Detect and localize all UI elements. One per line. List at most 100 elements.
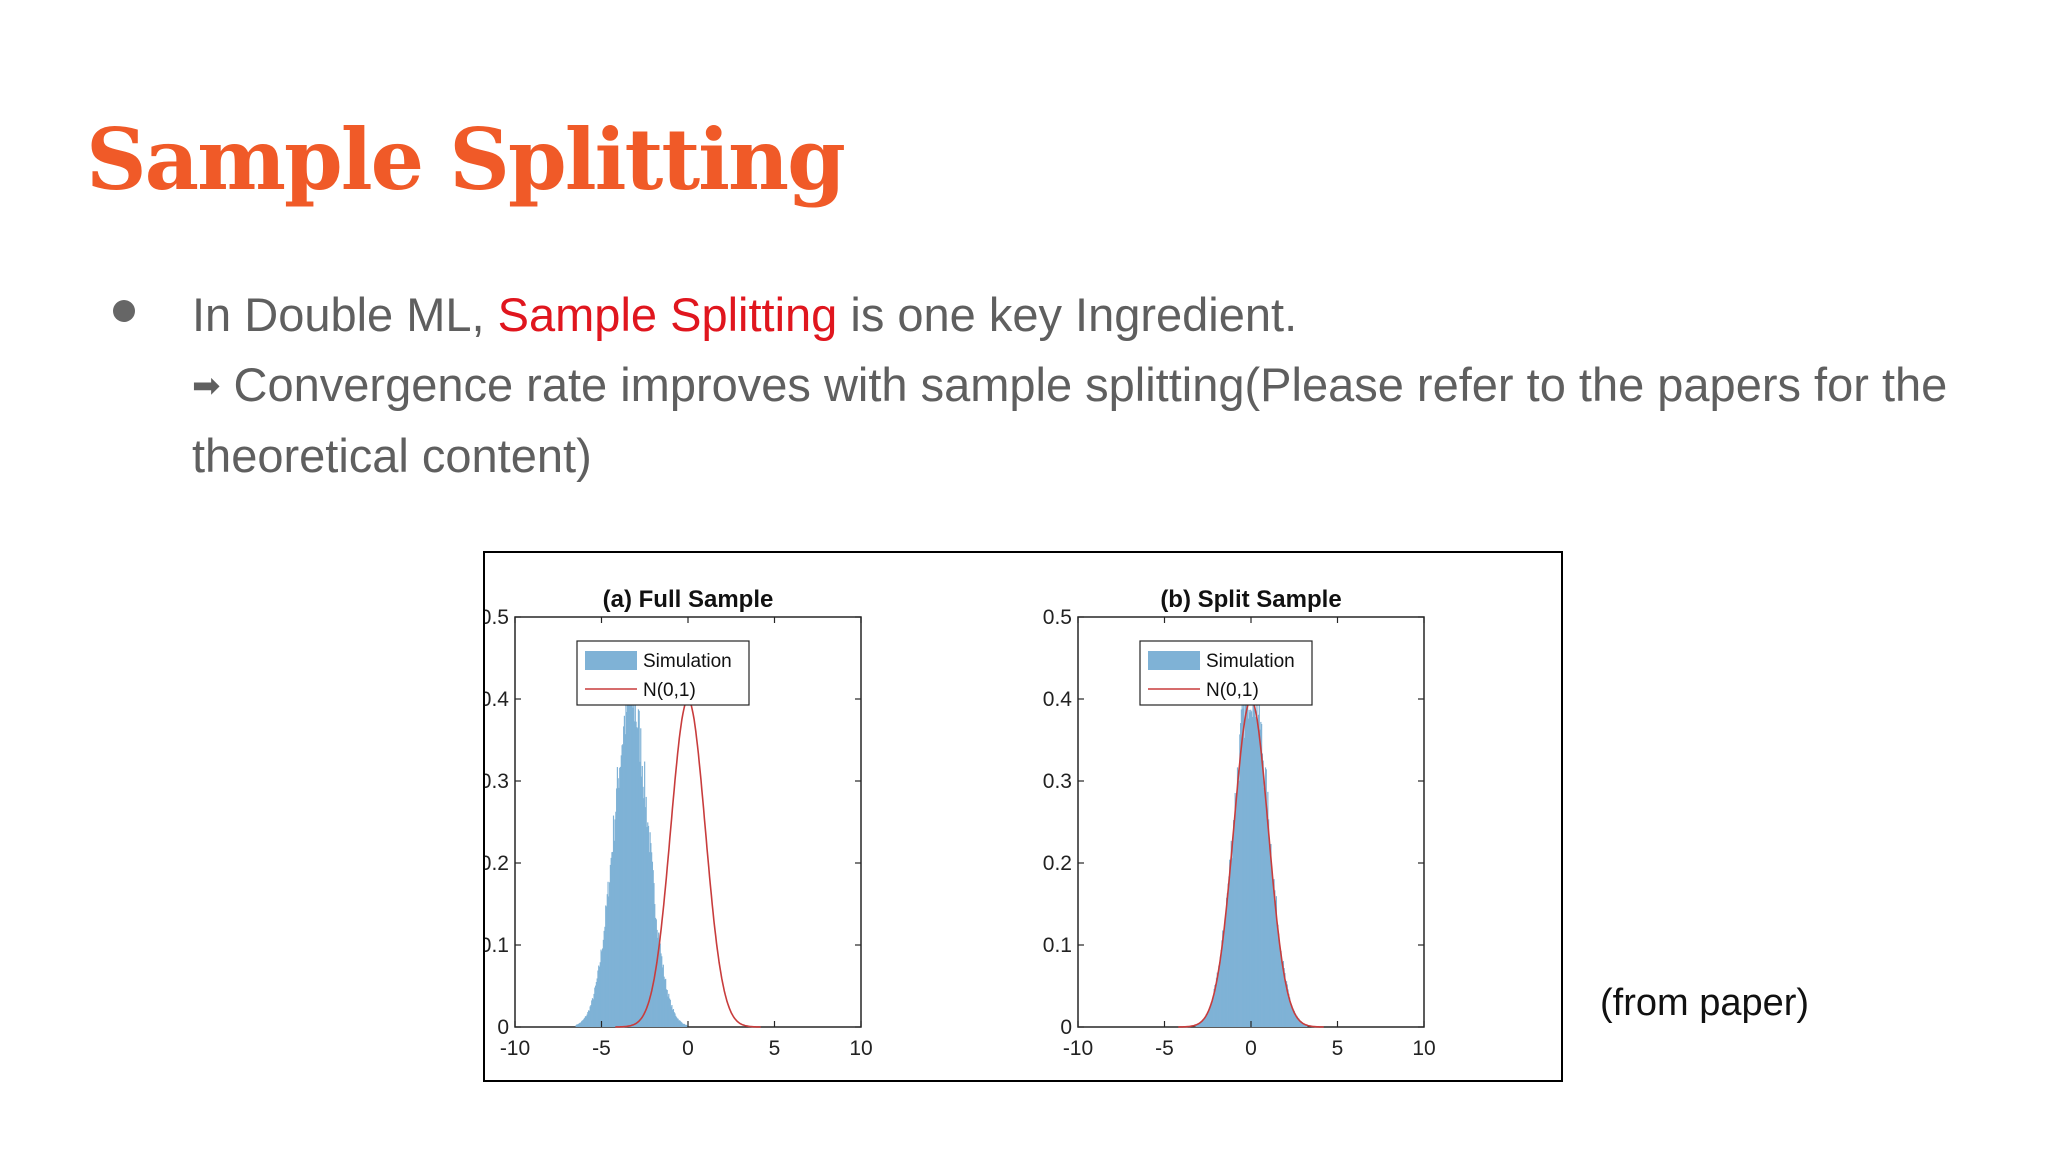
histogram-bar xyxy=(582,1019,584,1027)
histogram-bar xyxy=(591,998,594,1027)
histogram-bar xyxy=(682,1023,685,1027)
histogram-bar xyxy=(1195,1024,1197,1027)
histogram-bar xyxy=(607,881,609,1027)
histogram-bar xyxy=(1285,980,1287,1027)
histogram-bar xyxy=(662,964,664,1027)
legend-label-normal: N(0,1) xyxy=(1206,680,1259,701)
histogram-bar xyxy=(1291,1005,1293,1027)
histogram-bar xyxy=(623,715,625,1027)
histogram-bar xyxy=(605,905,607,1027)
histogram-bar xyxy=(1299,1021,1302,1027)
histogram-bar xyxy=(664,979,666,1027)
histogram-bar xyxy=(645,796,647,1027)
x-tick-label: 10 xyxy=(1412,1037,1435,1060)
histogram-bar xyxy=(1249,712,1251,1027)
histogram-bar xyxy=(1290,1003,1292,1027)
histogram-bar xyxy=(1257,722,1259,1027)
histogram-bar xyxy=(1258,687,1260,1027)
histogram-bar xyxy=(1225,917,1227,1027)
histogram-bar xyxy=(1276,925,1278,1027)
histogram-bar xyxy=(668,998,671,1027)
histogram-bar xyxy=(685,1024,687,1027)
histogram-bar xyxy=(1215,983,1217,1027)
x-tick-label: -10 xyxy=(1063,1037,1093,1060)
histogram-bar xyxy=(639,761,641,1027)
histogram-bar xyxy=(684,1024,686,1027)
histogram-bar xyxy=(1265,769,1267,1027)
histogram-bar xyxy=(1254,717,1256,1027)
histogram-bar xyxy=(647,825,650,1027)
x-tick-label: -5 xyxy=(1155,1037,1174,1060)
histogram-bar xyxy=(1243,684,1245,1027)
histogram-bar xyxy=(1255,716,1257,1027)
slide-title: Sample Splitting xyxy=(86,110,846,209)
histogram-bar xyxy=(653,883,655,1027)
histogram-bar xyxy=(1215,977,1218,1027)
legend-label-normal: N(0,1) xyxy=(643,680,696,701)
histogram-bar xyxy=(1246,678,1248,1027)
histogram-bar xyxy=(683,1023,685,1027)
histogram-bar xyxy=(632,707,634,1027)
histogram-bar xyxy=(655,919,657,1027)
histogram-bar xyxy=(1220,950,1222,1027)
histogram-bar xyxy=(1293,1010,1295,1027)
histogram-bar xyxy=(672,1009,674,1027)
histogram-bar xyxy=(611,852,613,1027)
y-tick-label: 0.1 xyxy=(485,934,509,957)
histogram-bar xyxy=(618,787,620,1027)
histogram-bar xyxy=(671,1004,673,1027)
figure: -10 -5 0 5 10 0 0.1 0.2 0.3 0.4 0.5 (a) Full Sample… xyxy=(483,551,1563,1082)
histogram-bar xyxy=(1201,1021,1203,1027)
histogram-bar xyxy=(601,951,603,1027)
histogram-bar xyxy=(1197,1023,1199,1027)
histogram-bar xyxy=(1199,1022,1201,1027)
histogram-bar xyxy=(1228,876,1230,1027)
histogram-bar xyxy=(1221,940,1223,1027)
histogram-bar xyxy=(1282,964,1284,1027)
histogram-bar xyxy=(595,985,597,1027)
histogram-bar xyxy=(1217,975,1219,1027)
histogram-bar xyxy=(1259,729,1261,1027)
histogram-bar xyxy=(588,1010,590,1027)
histogram-bar xyxy=(581,1020,583,1027)
histogram-bar xyxy=(592,999,594,1027)
histogram-bar xyxy=(651,861,654,1027)
histogram-bar xyxy=(640,728,642,1027)
histogram-bar xyxy=(1232,839,1234,1027)
histogram-bar xyxy=(1270,844,1272,1027)
histogram-bar xyxy=(1226,897,1228,1027)
bullet-dot xyxy=(113,300,135,322)
histogram-bar xyxy=(1269,849,1271,1027)
x-tick-label: 0 xyxy=(682,1037,694,1060)
histogram-bar xyxy=(1235,803,1237,1027)
histogram-bar xyxy=(663,976,665,1027)
histogram-bar xyxy=(1274,890,1276,1027)
histogram-bar xyxy=(583,1018,585,1027)
histogram-bar xyxy=(626,682,629,1027)
histogram-bar xyxy=(1288,993,1290,1027)
histogram-bar xyxy=(600,949,602,1027)
x-tick-label: 10 xyxy=(849,1037,872,1060)
histogram-bar xyxy=(1244,685,1246,1027)
histogram-bar xyxy=(1263,787,1265,1027)
histogram-bar xyxy=(1304,1024,1306,1027)
bullet-highlight: Sample Splitting xyxy=(497,288,838,341)
histogram-bar xyxy=(1297,1017,1299,1027)
histogram-bar xyxy=(1248,709,1250,1027)
histogram-bar xyxy=(1196,1024,1198,1027)
histogram-bar xyxy=(659,943,661,1027)
histogram-bar xyxy=(606,894,608,1027)
histogram-bar xyxy=(1198,1022,1200,1027)
legend-label-simulation: Simulation xyxy=(1206,651,1295,672)
histogram-bar xyxy=(666,989,668,1027)
legend-box xyxy=(1139,640,1313,706)
histogram-bar xyxy=(1201,1020,1204,1027)
y-tick-label: 0.4 xyxy=(1043,688,1073,711)
histogram-bar xyxy=(649,832,651,1027)
histogram-2 xyxy=(1195,656,1308,1027)
histogram-bar xyxy=(1264,767,1267,1027)
histogram-bar xyxy=(633,689,635,1027)
histogram-bar xyxy=(1305,1024,1307,1027)
histogram-bar xyxy=(643,798,645,1027)
histogram-bar xyxy=(584,1016,587,1027)
